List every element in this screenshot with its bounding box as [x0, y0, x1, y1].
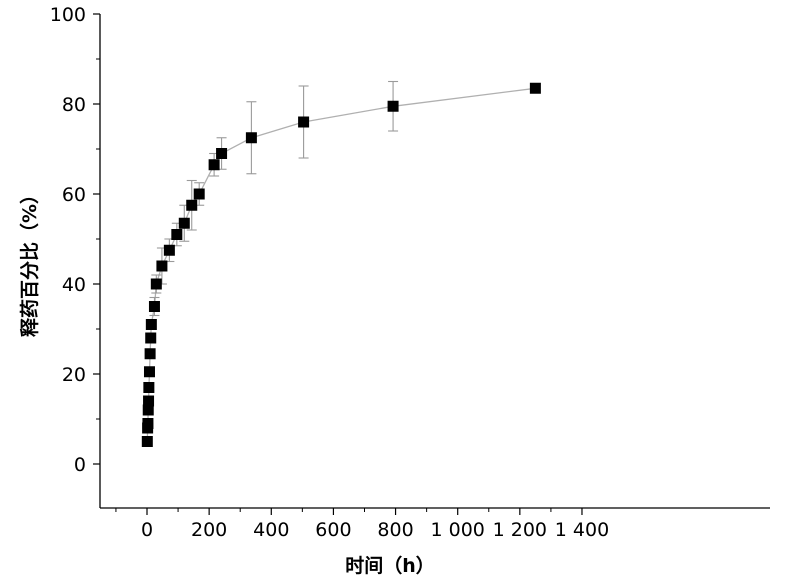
data-point	[143, 395, 155, 407]
x-axis-title: 时间（h）	[345, 554, 435, 577]
data-point	[143, 382, 155, 393]
data-point	[171, 229, 183, 240]
data-point	[298, 116, 310, 128]
data-point	[144, 348, 156, 360]
y-tick-label: 60	[62, 184, 86, 206]
series-polyline	[146, 87, 536, 442]
x-tick-label: 200	[191, 519, 227, 541]
data-point	[163, 244, 175, 256]
y-ticks: 0 20 40 60 80 100	[50, 4, 100, 476]
x-tick-label: 0	[141, 519, 153, 541]
plot-area	[141, 80, 541, 447]
x-tick-label: 1 200	[493, 519, 547, 541]
x-tick-label: 1 000	[430, 519, 484, 541]
data-point	[156, 260, 168, 272]
markers	[141, 82, 541, 447]
y-tick-label: 40	[62, 274, 86, 296]
data-point	[193, 188, 205, 200]
data-point	[145, 319, 157, 330]
y-tick-label: 0	[74, 454, 86, 476]
data-point	[387, 100, 399, 112]
data-point	[208, 159, 220, 171]
data-point	[216, 148, 228, 159]
data-point	[145, 332, 157, 344]
data-point	[141, 436, 153, 447]
data-point	[142, 418, 154, 429]
x-tick-label: 600	[315, 519, 351, 541]
data-point	[186, 199, 198, 211]
series-line	[146, 87, 536, 442]
data-point	[178, 217, 190, 229]
x-tick-label: 1 400	[555, 519, 609, 541]
data-point	[148, 301, 160, 312]
data-point	[143, 366, 155, 378]
y-tick-label: 100	[50, 4, 86, 26]
y-tick-label: 80	[62, 94, 86, 116]
x-ticks: 0 200 400 600 800 1 000 1 200 1 400	[115, 508, 609, 541]
data-point	[245, 132, 257, 144]
axes: 0 200 400 600 800 1 000 1 200 1 400 0 20 40 60 80 10…	[50, 4, 770, 541]
x-tick-label: 800	[377, 519, 413, 541]
error-bars	[149, 80, 399, 317]
data-point	[529, 82, 541, 94]
data-point	[142, 404, 154, 416]
data-point	[150, 278, 162, 290]
y-tick-label: 20	[62, 364, 86, 386]
y-axis-title: 释药百分比（%）	[18, 185, 41, 337]
x-tick-label: 400	[253, 519, 289, 541]
